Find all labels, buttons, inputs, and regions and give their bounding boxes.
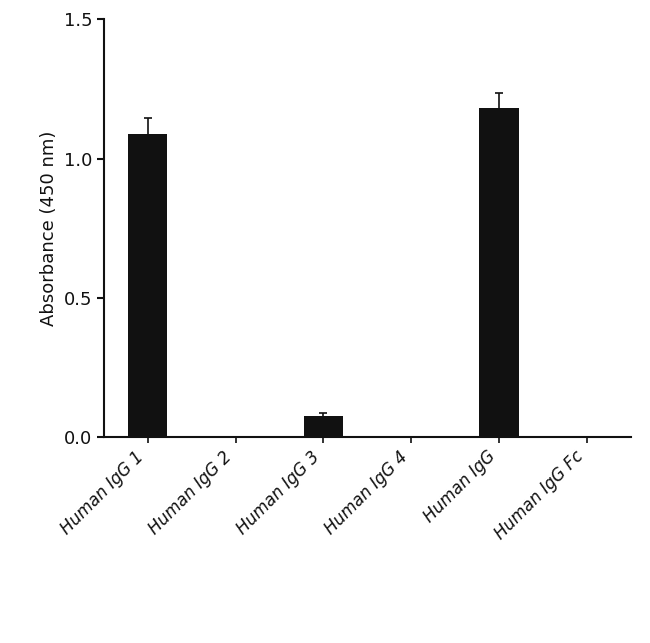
- Y-axis label: Absorbance (450 nm): Absorbance (450 nm): [40, 131, 58, 326]
- Bar: [479, 109, 519, 437]
- Bar: [304, 417, 343, 437]
- Bar: [128, 134, 168, 437]
